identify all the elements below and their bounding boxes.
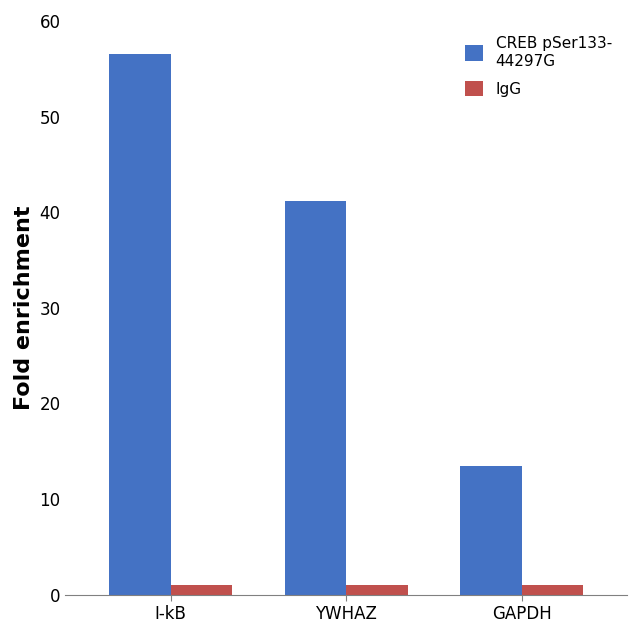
Bar: [171, 585, 232, 595]
Bar: [110, 54, 171, 595]
Bar: [346, 585, 408, 595]
Bar: [285, 201, 346, 595]
Bar: [460, 466, 522, 595]
Legend: CREB pSer133-
44297G, IgG: CREB pSer133- 44297G, IgG: [458, 29, 619, 104]
Bar: [522, 585, 583, 595]
Y-axis label: Fold enrichment: Fold enrichment: [14, 206, 34, 410]
